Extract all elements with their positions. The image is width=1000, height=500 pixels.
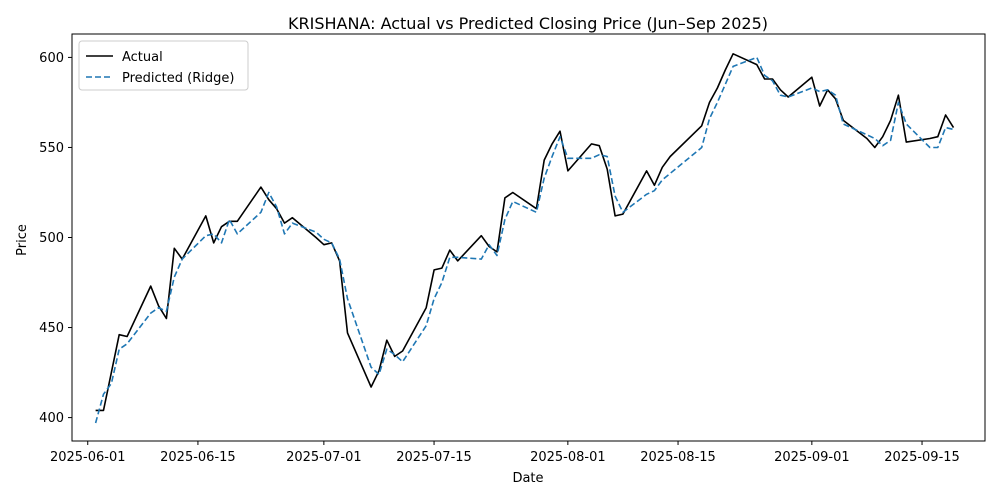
series-line-predicted-ridge (94, 56, 954, 424)
x-tick-label: 2025-08-15 (640, 450, 716, 465)
legend-label-predicted: Predicted (Ridge) (122, 71, 234, 86)
x-tick-label: 2025-08-01 (530, 450, 606, 465)
x-tick-label: 2025-07-15 (396, 450, 472, 465)
x-tick-label: 2025-06-15 (160, 450, 236, 465)
legend-label-actual: Actual (122, 50, 163, 65)
y-axis: 400 450 500 550 600 (39, 51, 72, 426)
x-tick-label: 2025-07-01 (286, 450, 362, 465)
y-tick-label: 500 (39, 231, 64, 246)
y-tick-label: 600 (39, 51, 64, 66)
x-axis: 2025-06-01 2025-06-15 2025-07-01 2025-07-15… (50, 441, 960, 465)
y-axis-title: Price (15, 224, 30, 256)
series-layer (94, 52, 955, 424)
y-tick-label: 450 (39, 321, 64, 336)
y-tick-label: 400 (39, 411, 64, 426)
x-tick-label: 2025-09-01 (774, 450, 850, 465)
chart-title: KRISHANA: Actual vs Predicted Closing Pr… (288, 14, 768, 33)
legend-box (78, 40, 249, 91)
series-line-actual (95, 52, 955, 412)
y-tick-label: 550 (39, 141, 64, 156)
x-axis-title: Date (512, 471, 543, 486)
legend: Actual Predicted (Ridge) (78, 40, 249, 91)
x-tick-label: 2025-09-15 (884, 450, 960, 465)
x-tick-label: 2025-06-01 (50, 450, 126, 465)
